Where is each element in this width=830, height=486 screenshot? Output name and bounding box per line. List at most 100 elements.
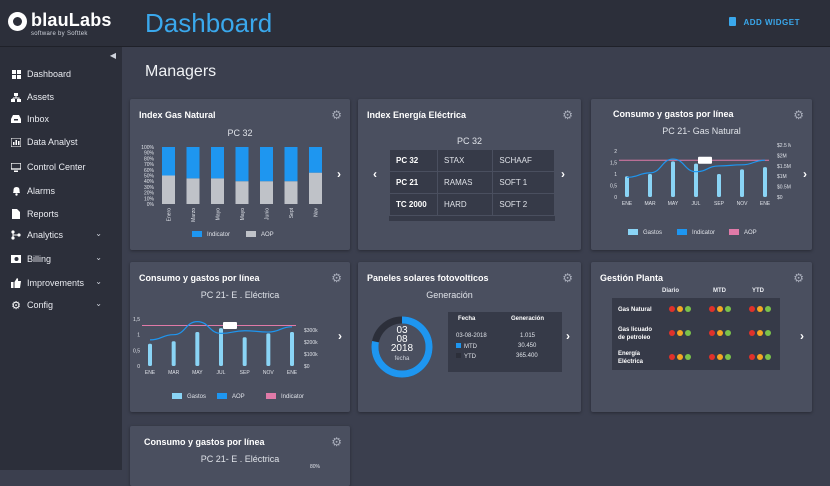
- date-month: 08: [396, 334, 408, 345]
- y-tick-label: 30%: [144, 185, 155, 191]
- gear-icon[interactable]: ⚙: [562, 108, 573, 122]
- sidebar-item-label: Reports: [27, 209, 59, 219]
- sidebar-item-inbox[interactable]: Inbox: [0, 109, 122, 129]
- legend-label: Gastos: [643, 230, 663, 236]
- blaulabs-logo[interactable]: blauLabs software by Softtek: [8, 10, 120, 40]
- status-dot: [685, 354, 691, 360]
- indicator-bar: [162, 147, 175, 176]
- chevron-down-icon[interactable]: ⌄: [95, 253, 102, 262]
- table-row[interactable]: PC 32 STAX SCHAAF: [389, 149, 555, 172]
- table-row[interactable]: TC 2000 HARD SOFT 2: [389, 193, 555, 216]
- y-tick-label: 0: [137, 364, 140, 370]
- status-dot: [749, 329, 755, 336]
- consumo-electrica-combo-chart: 0 0,5 1 1,5 $0 $100k $200k $300k ENE MAR MAY JUL SEP…: [133, 317, 318, 376]
- gear-icon[interactable]: ⚙: [331, 108, 342, 122]
- x-tick-label: Enero: [167, 208, 173, 222]
- planta-grid: Gas Natural Gas licuado de petroleo Ener…: [612, 298, 780, 370]
- y-tick-label: 0,5: [133, 348, 140, 354]
- paneles-solares-card: Paneles solares fotovolticos ⚙ Generació…: [358, 262, 581, 412]
- page-title: Dashboard: [145, 8, 273, 38]
- table-row[interactable]: Gas Natural: [612, 298, 780, 321]
- row-label: Energía Eléctrica: [618, 351, 644, 365]
- y-tick-label: 20%: [144, 191, 155, 197]
- legend-label: Gastos: [187, 394, 207, 400]
- y2-tick-label: $2.5 M: [777, 143, 791, 149]
- prev-arrow-icon[interactable]: ‹: [373, 167, 377, 181]
- row-label: 03-08-2018: [456, 333, 487, 339]
- trend-line: [626, 158, 766, 179]
- y-tick-label: 2: [614, 149, 617, 155]
- index-energia-electrica-card: Index Energía Eléctrica ⚙ PC 32 ‹ › PC 3…: [358, 99, 581, 250]
- status-dot: [725, 354, 731, 360]
- status-dot: [717, 354, 723, 360]
- index-gas-natural-card: Index Gas Natural ⚙ PC 32 0% 10% 20% 30% 40%…: [130, 99, 350, 250]
- table-cell: STAX: [436, 149, 494, 172]
- traffic-light: [660, 346, 700, 370]
- chevron-down-icon[interactable]: ⌄: [95, 229, 102, 238]
- chevron-down-icon[interactable]: ⌄: [95, 299, 102, 308]
- sidebar-item-billing[interactable]: Billing ⌄: [0, 249, 122, 269]
- sitemap-icon: [11, 92, 21, 102]
- y-tick-label: 1,5: [610, 161, 617, 167]
- sidebar-item-analytics[interactable]: Analytics ⌄: [0, 225, 122, 245]
- gestion-planta-card: Gestión Planta ⚙ Diario MTD YTD Gas Natu…: [591, 262, 812, 412]
- y-tick-label: 1: [137, 333, 140, 339]
- sidebar-item-config[interactable]: ⚙ Config ⌄: [0, 295, 122, 315]
- gear-icon[interactable]: ⚙: [562, 271, 573, 285]
- collapse-sidebar-icon[interactable]: ◀: [109, 51, 116, 60]
- indicator-bar: [260, 147, 273, 182]
- x-tick-label: Sept: [289, 207, 295, 218]
- gastos-bar: [171, 341, 176, 366]
- next-arrow-icon[interactable]: ›: [800, 329, 804, 343]
- next-arrow-icon[interactable]: ›: [566, 329, 570, 343]
- table-cell: SOFT 2: [492, 193, 555, 216]
- status-dot: [749, 354, 755, 360]
- status-dot: [677, 354, 683, 360]
- traffic-light: [700, 298, 740, 321]
- sidebar-item-improvements[interactable]: Improvements ⌄: [0, 273, 122, 293]
- legend-label: AOP: [232, 394, 245, 400]
- next-arrow-icon[interactable]: ›: [338, 329, 342, 343]
- card-title: Index Gas Natural: [139, 110, 216, 120]
- traffic-light: [740, 321, 780, 346]
- next-arrow-icon[interactable]: ›: [337, 167, 341, 181]
- sidebar-item-assets[interactable]: Assets: [0, 87, 122, 107]
- card-title: Paneles solares fotovolticos: [367, 273, 489, 283]
- sidebar-item-label: Inbox: [27, 114, 50, 124]
- sidebar-item-alarms[interactable]: Alarms: [0, 181, 122, 201]
- table-cell: PC 21: [389, 171, 438, 194]
- sidebar-item-data-analyst[interactable]: Data Analyst: [0, 132, 122, 152]
- gear-icon[interactable]: ⚙: [793, 271, 804, 285]
- next-arrow-icon[interactable]: ›: [561, 167, 565, 181]
- x-tick-label: JUL: [692, 201, 701, 207]
- col-header: Fecha: [458, 316, 476, 322]
- status-dot: [669, 329, 675, 336]
- consumo-gas-natural-card: Consumo y gastos por línea ⚙ PC 21- Gas …: [591, 99, 812, 250]
- table-row[interactable]: Energía Eléctrica: [612, 346, 780, 370]
- add-widget-button[interactable]: ADD WIDGET: [729, 17, 800, 27]
- x-tick-label: MAR: [168, 370, 180, 376]
- status-dot: [765, 305, 771, 312]
- x-tick-label: Nov: [314, 208, 320, 217]
- legend-label: AOP: [261, 232, 274, 238]
- y2-tick-label: $0.5M: [777, 185, 791, 191]
- legend-item-aop: AOP: [246, 231, 274, 238]
- ring-date: 03 08 2018 fecha: [369, 326, 435, 364]
- legend-item-aop: AOP: [217, 393, 245, 400]
- sidebar-item-dashboard[interactable]: Dashboard: [0, 64, 122, 84]
- table-row[interactable]: PC 21 RAMAS SOFT 1: [389, 171, 555, 194]
- chevron-down-icon[interactable]: ⌄: [95, 277, 102, 286]
- sidebar-item-reports[interactable]: Reports: [0, 204, 122, 224]
- date-year: 2018: [390, 343, 414, 354]
- next-arrow-icon[interactable]: ›: [803, 167, 807, 181]
- gear-icon[interactable]: ⚙: [793, 108, 804, 122]
- table-row[interactable]: Gas licuado de petroleo: [612, 321, 780, 346]
- y-tick-label: 0: [614, 195, 617, 201]
- sidebar-item-control-center[interactable]: Control Center: [0, 157, 122, 177]
- file-icon: [11, 209, 21, 219]
- gear-icon[interactable]: ⚙: [331, 271, 342, 285]
- gastos-bar: [717, 174, 721, 197]
- indicator-bar: [235, 147, 249, 182]
- status-dot: [765, 329, 771, 336]
- gear-icon[interactable]: ⚙: [331, 435, 342, 449]
